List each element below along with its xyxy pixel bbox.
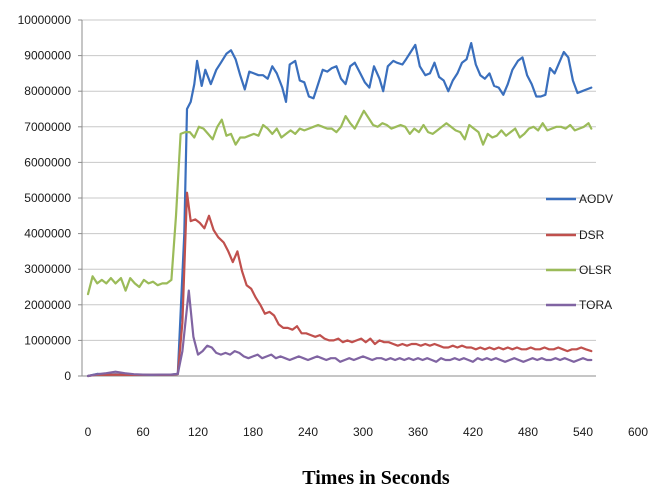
series-line-tora: [86, 289, 593, 378]
legend-label-olsr: OLSR: [579, 263, 612, 277]
y-tick-label: 3000000: [24, 262, 71, 276]
y-tick-label: 10000000: [18, 13, 72, 27]
x-tick-label: 240: [298, 425, 318, 439]
y-tick-label: 7000000: [24, 120, 71, 134]
y-tick-label: 2000000: [24, 298, 71, 312]
y-tick-label: 0: [64, 369, 71, 383]
y-tick-label: 1000000: [24, 333, 71, 347]
x-tick-label: 600: [628, 425, 648, 439]
series-line-aodv: [86, 42, 593, 378]
y-tick-label: 6000000: [24, 155, 71, 169]
x-tick-label: 180: [243, 425, 263, 439]
y-tick-label: 4000000: [24, 227, 71, 241]
y-tick-label: 9000000: [24, 49, 71, 63]
legend: AODV DSR OLSR TORA: [546, 192, 613, 312]
series-lines: [86, 42, 593, 378]
legend-label-aodv: AODV: [579, 192, 613, 206]
y-tick-label: 5000000: [24, 191, 71, 205]
x-tick-label: 540: [573, 425, 593, 439]
x-tick-label: 120: [188, 425, 208, 439]
legend-label-tora: TORA: [579, 298, 612, 312]
x-axis-title: Times in Seconds: [302, 467, 450, 489]
x-tick-label: 0: [85, 425, 92, 439]
x-axis-tick-labels: 0 60 120 180 240 300 360 420 480 540 600: [85, 425, 649, 439]
x-tick-label: 420: [463, 425, 483, 439]
x-tick-label: 60: [136, 425, 150, 439]
y-tick-label: 8000000: [24, 84, 71, 98]
horizontal-gridlines: [82, 19, 596, 341]
x-tick-label: 480: [518, 425, 538, 439]
x-tick-label: 300: [353, 425, 373, 439]
series-line-olsr: [86, 109, 593, 296]
legend-label-dsr: DSR: [579, 228, 605, 242]
x-tick-label: 360: [408, 425, 428, 439]
series-line-dsr: [86, 191, 593, 378]
y-axis-tick-labels: 0 1000000 2000000 3000000 4000000 5000000 6000…: [18, 13, 72, 383]
